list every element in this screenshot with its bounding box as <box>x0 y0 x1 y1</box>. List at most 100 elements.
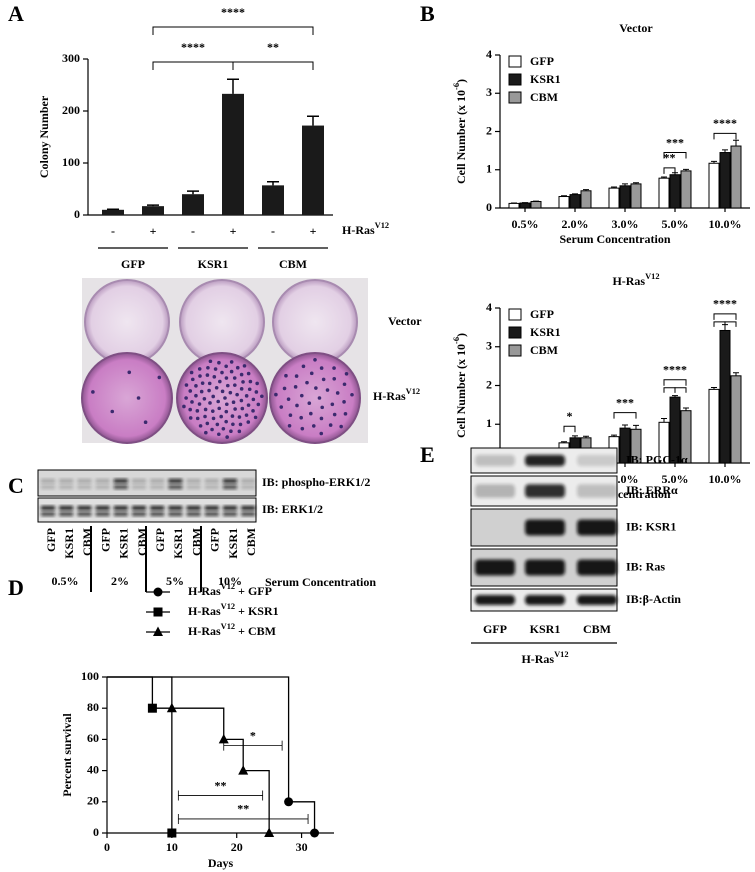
significance-label: **** <box>181 40 205 54</box>
bar <box>142 206 164 215</box>
error-bar <box>572 435 578 438</box>
colony <box>194 384 198 388</box>
blot-band <box>241 506 256 510</box>
legend-label: H-RasV12 + KSR1 <box>188 602 279 617</box>
colony <box>223 396 227 400</box>
legend-swatch <box>508 73 522 86</box>
bar <box>708 388 720 464</box>
colony <box>233 383 237 387</box>
colony <box>197 402 202 406</box>
colony <box>229 369 234 374</box>
blot-band <box>168 506 183 510</box>
significance-label: ** <box>237 802 249 816</box>
plate <box>179 279 265 365</box>
colony <box>309 411 313 416</box>
lane-label: KSR1 <box>62 528 76 559</box>
antibody-label: IB: phospho-ERK1/2 <box>262 475 370 489</box>
colony <box>339 424 343 429</box>
y-tick-label: 3 <box>486 339 492 353</box>
colony <box>256 402 261 407</box>
lane-label: GFP <box>483 622 507 636</box>
colony <box>330 402 335 407</box>
group-label: KSR1 <box>198 257 229 271</box>
y-tick-label: 0 <box>486 200 492 214</box>
colony <box>335 391 340 395</box>
significance-bracket <box>724 321 737 327</box>
colony <box>198 424 203 428</box>
legend-swatch <box>508 344 522 357</box>
error-bar <box>561 195 567 197</box>
colony <box>293 385 298 389</box>
y-tick-label: 0 <box>93 825 99 839</box>
y-axis-label: Cell Number (x 10-6) <box>452 333 467 438</box>
colony <box>319 416 324 421</box>
blot-band <box>186 479 201 483</box>
blot-band <box>241 512 256 516</box>
colony <box>157 375 162 380</box>
colony <box>314 386 318 390</box>
error-bar <box>561 441 567 443</box>
y-axis-label: Colony Number <box>37 95 51 178</box>
colony <box>206 365 210 370</box>
bar <box>719 329 731 464</box>
blot <box>37 497 257 523</box>
significance-label: ** <box>664 151 676 165</box>
y-tick-label: 3 <box>486 85 492 99</box>
bar <box>669 174 681 209</box>
colony <box>235 392 239 397</box>
lane-label: KSR1 <box>530 622 561 636</box>
colony <box>301 364 306 369</box>
colony <box>217 406 222 411</box>
colony <box>110 409 115 414</box>
superscript: V12 <box>554 650 568 659</box>
significance-bracket <box>563 425 576 433</box>
x-tick-label: 10 <box>166 840 178 854</box>
blot-band <box>113 512 128 516</box>
lane-label: GFP <box>208 528 222 552</box>
colony <box>91 390 95 394</box>
blot-band <box>59 485 74 489</box>
significance-label: *** <box>616 395 634 409</box>
significance-bracket <box>177 813 309 824</box>
blot-band <box>204 485 219 489</box>
blot-band <box>577 519 617 536</box>
plate <box>84 279 170 365</box>
colony <box>274 392 278 397</box>
x-tick-label: + <box>150 224 157 238</box>
legend-label: H-RasV12 + CBM <box>188 622 276 637</box>
colony <box>287 423 292 428</box>
colony <box>244 413 249 417</box>
colony <box>233 407 237 411</box>
blot-band <box>223 485 237 489</box>
significance-bracket <box>713 313 737 320</box>
y-tick-label: 40 <box>87 762 99 776</box>
blot-band <box>525 519 565 536</box>
colony <box>254 390 259 394</box>
colony <box>319 366 324 370</box>
lane-label: CBM <box>189 528 203 556</box>
blot-band <box>525 559 565 576</box>
blot-band <box>168 512 183 516</box>
blot-band <box>577 559 617 576</box>
blot-band <box>132 485 146 489</box>
colony <box>246 420 251 424</box>
legend-label: CBM <box>530 90 558 104</box>
error-bar <box>733 139 739 147</box>
blot-band <box>168 479 183 483</box>
colony <box>247 387 252 392</box>
blot-band <box>41 506 55 510</box>
superscript: V12 <box>221 582 235 591</box>
marker <box>218 733 229 744</box>
bar <box>508 202 520 209</box>
blot-band <box>223 506 237 510</box>
bar <box>630 183 642 209</box>
blot-band <box>475 559 515 576</box>
colony <box>319 431 324 436</box>
bar <box>558 196 570 209</box>
group-label: H-RasV12 <box>521 650 568 665</box>
colony <box>211 394 215 399</box>
antibody-label: IB: KSR1 <box>626 519 676 533</box>
blot-band <box>241 485 256 489</box>
colony <box>237 429 242 434</box>
